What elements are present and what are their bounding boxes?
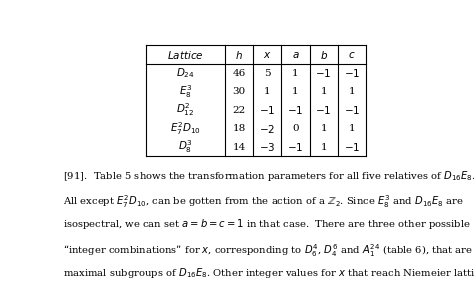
- Text: $-1$: $-1$: [259, 104, 275, 116]
- Text: 1: 1: [320, 143, 327, 151]
- Text: $-1$: $-1$: [316, 67, 332, 79]
- Text: $-1$: $-1$: [316, 104, 332, 116]
- Text: [91].  Table 5 shows the transformation parameters for all five relatives of $D_: [91]. Table 5 shows the transformation p…: [63, 169, 474, 183]
- Text: 1: 1: [264, 87, 271, 96]
- Text: 5: 5: [264, 69, 271, 78]
- Text: isospectral, we can set $a = b = c = 1$ in that case.  There are three other pos: isospectral, we can set $a = b = c = 1$ …: [63, 217, 471, 231]
- Text: “integer combinations” for $x$, corresponding to $D_6^4$, $D_4^6$ and $A_1^{24}$: “integer combinations” for $x$, correspo…: [63, 242, 473, 259]
- Text: $\mathit{h}$: $\mathit{h}$: [235, 49, 243, 61]
- Text: $-1$: $-1$: [287, 141, 304, 153]
- Text: $-1$: $-1$: [344, 141, 360, 153]
- Text: All except $E_7^2D_{10}$, can be gotten from the action of a $\mathbb{Z}_2$. Sin: All except $E_7^2D_{10}$, can be gotten …: [63, 193, 464, 210]
- Text: $-2$: $-2$: [259, 122, 275, 134]
- Text: 46: 46: [232, 69, 246, 78]
- Text: 1: 1: [292, 69, 299, 78]
- Text: $\mathit{b}$: $\mathit{b}$: [319, 49, 328, 61]
- Text: $D_8^3$: $D_8^3$: [178, 139, 192, 156]
- Text: 14: 14: [232, 143, 246, 151]
- Text: maximal subgroups of $D_{16}E_8$. Other integer values for $x$ that reach Niemei: maximal subgroups of $D_{16}E_8$. Other …: [63, 266, 474, 280]
- Text: 1: 1: [292, 87, 299, 96]
- Text: $-1$: $-1$: [344, 104, 360, 116]
- Text: 1: 1: [320, 124, 327, 133]
- Text: $\mathit{Lattice}$: $\mathit{Lattice}$: [167, 49, 204, 61]
- Text: $-3$: $-3$: [259, 141, 275, 153]
- Text: $\mathit{x}$: $\mathit{x}$: [263, 50, 272, 59]
- Text: 1: 1: [348, 124, 355, 133]
- Text: 0: 0: [292, 124, 299, 133]
- Text: $-1$: $-1$: [344, 67, 360, 79]
- Text: $D_{24}$: $D_{24}$: [176, 66, 195, 80]
- Text: $\mathit{c}$: $\mathit{c}$: [348, 50, 356, 59]
- Text: 30: 30: [232, 87, 246, 96]
- Text: $-1$: $-1$: [287, 104, 304, 116]
- Text: $D_{12}^2$: $D_{12}^2$: [176, 102, 194, 118]
- Text: $E_8^3$: $E_8^3$: [179, 83, 192, 100]
- Text: 22: 22: [232, 105, 246, 115]
- Text: 1: 1: [320, 87, 327, 96]
- Text: $\mathit{a}$: $\mathit{a}$: [292, 50, 299, 59]
- Text: 18: 18: [232, 124, 246, 133]
- Text: 1: 1: [348, 87, 355, 96]
- Text: $E_7^2D_{10}$: $E_7^2D_{10}$: [170, 120, 201, 137]
